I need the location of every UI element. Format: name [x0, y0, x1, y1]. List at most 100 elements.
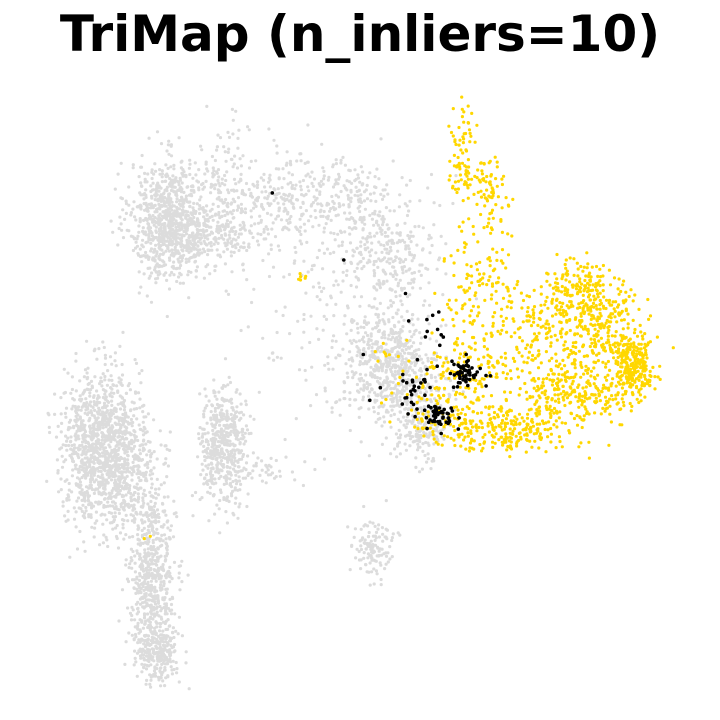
scatter-point [134, 361, 139, 365]
scatter-point [141, 496, 145, 500]
scatter-point [113, 501, 117, 505]
scatter-point [141, 521, 145, 525]
scatter-point [426, 359, 430, 363]
scatter-point [370, 305, 374, 309]
scatter-point [208, 272, 212, 276]
scatter-point [114, 450, 118, 454]
scatter-point [177, 259, 181, 264]
scatter-point [370, 345, 374, 350]
scatter-point [113, 471, 117, 475]
scatter-point [129, 556, 133, 560]
scatter-point [201, 207, 205, 211]
scatter-point [397, 334, 401, 338]
scatter-point [374, 221, 379, 225]
scatter-point [135, 575, 139, 579]
scatter-point [369, 334, 373, 338]
scatter-point [78, 398, 82, 402]
scatter-point [116, 172, 120, 176]
scatter-point [212, 169, 216, 173]
scatter-point [120, 362, 124, 367]
scatter-point [185, 226, 189, 230]
scatter-point [226, 201, 230, 205]
scatter-point [136, 391, 141, 395]
scatter-point [428, 398, 433, 402]
scatter-point [154, 537, 158, 541]
scatter-point [384, 368, 388, 372]
scatter-point [158, 629, 162, 633]
scatter-point [118, 416, 122, 420]
scatter-point [260, 202, 264, 207]
scatter-point [391, 399, 395, 403]
scatter-point [80, 419, 84, 424]
scatter-point [64, 434, 68, 438]
scatter-point [140, 528, 144, 533]
scatter-point [381, 220, 385, 224]
scatter-point [47, 425, 51, 429]
scatter-point [90, 443, 94, 447]
scatter-point [418, 199, 422, 203]
scatter-point [190, 184, 194, 188]
scatter-point [412, 271, 417, 275]
scatter-point [106, 544, 110, 549]
scatter-point [154, 277, 158, 281]
scatter-point [74, 432, 78, 436]
scatter-point [157, 577, 161, 581]
scatter-point [148, 459, 152, 463]
scatter-point [157, 189, 161, 193]
scatter-point [154, 491, 158, 495]
scatter-point [95, 432, 99, 436]
scatter-point [346, 193, 350, 198]
scatter-point [238, 157, 242, 161]
scatter-point [187, 259, 191, 263]
scatter-point [397, 428, 401, 432]
scatter-point [117, 380, 121, 384]
scatter-point [136, 624, 140, 628]
scatter-point [214, 212, 218, 216]
scatter-point [114, 364, 118, 368]
scatter-point [187, 219, 191, 223]
scatter-point [373, 391, 377, 395]
scatter-point [356, 173, 360, 177]
scatter-point [203, 250, 207, 254]
scatter-point [89, 453, 93, 457]
scatter-point [274, 217, 278, 221]
scatter-point [431, 456, 435, 461]
scatter-point [127, 505, 131, 509]
scatter-point [106, 500, 110, 504]
scatter-point [184, 650, 188, 654]
scatter-point [397, 330, 401, 335]
scatter-point [211, 175, 215, 179]
scatter-point [202, 215, 206, 219]
scatter-point [169, 524, 173, 528]
scatter-point [142, 448, 146, 452]
scatter-point [140, 559, 145, 563]
scatter-point [107, 491, 111, 495]
scatter-point [141, 575, 145, 580]
scatter-point [83, 456, 87, 460]
scatter-point [365, 362, 369, 366]
scatter-point [203, 241, 207, 246]
scatter-point [157, 678, 161, 682]
scatter-point [151, 538, 155, 542]
scatter-point [74, 510, 78, 514]
scatter-point [179, 245, 183, 249]
scatter-point [164, 163, 168, 167]
scatter-point [155, 457, 159, 461]
scatter-point [288, 192, 292, 196]
scatter-point [142, 555, 146, 559]
scatter-point [264, 190, 268, 194]
scatter-point [371, 212, 375, 216]
scatter-point [127, 229, 131, 233]
scatter-point [277, 206, 281, 210]
scatter-point [226, 212, 230, 216]
scatter-point [299, 188, 303, 192]
scatter-point [157, 232, 162, 236]
scatter-point [334, 193, 338, 197]
scatter-point [84, 444, 88, 449]
scatter-point [367, 346, 371, 350]
scatter-point [140, 653, 144, 657]
scatter-point [362, 340, 366, 344]
scatter-point [289, 214, 293, 219]
scatter-point [101, 476, 105, 480]
scatter-point [153, 501, 157, 505]
